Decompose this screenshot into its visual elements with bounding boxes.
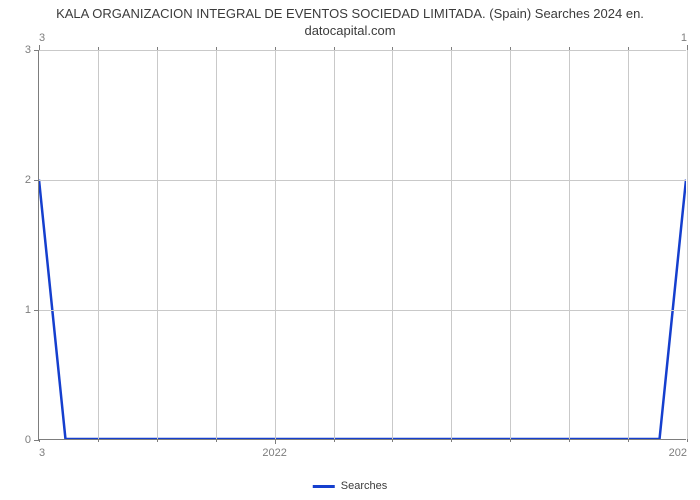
gridline-v <box>687 50 688 439</box>
x-minor-tick <box>216 439 217 442</box>
legend-label: Searches <box>341 480 387 492</box>
x2-minor-tick <box>569 47 570 50</box>
x2-minor-tick <box>157 47 158 50</box>
x2-tick-label: 1 <box>681 32 687 50</box>
gridline-v <box>216 50 217 439</box>
x2-minor-tick <box>275 47 276 50</box>
chart-title: KALA ORGANIZACION INTEGRAL DE EVENTOS SO… <box>0 6 700 40</box>
gridline-v <box>451 50 452 439</box>
legend-swatch <box>313 485 335 488</box>
x2-tick-label: 3 <box>39 32 45 50</box>
gridline-v <box>569 50 570 439</box>
gridline-v <box>98 50 99 439</box>
x-minor-tick <box>334 439 335 442</box>
line-series-svg <box>39 50 686 439</box>
x-minor-tick <box>510 439 511 442</box>
gridline-v <box>392 50 393 439</box>
x-minor-tick <box>687 439 688 442</box>
x2-minor-tick <box>628 47 629 50</box>
x-minor-tick <box>39 439 40 442</box>
x-minor-tick <box>392 439 393 442</box>
y-tick-mark <box>34 50 39 51</box>
gridline-v <box>334 50 335 439</box>
chart-container: { "chart": { "type": "line", "title": "K… <box>0 0 700 500</box>
x-minor-tick <box>98 439 99 442</box>
x2-minor-tick <box>216 47 217 50</box>
gridline-v <box>275 50 276 439</box>
gridline-h <box>39 180 686 181</box>
gridline-v <box>157 50 158 439</box>
gridline-h <box>39 310 686 311</box>
x2-minor-tick <box>451 47 452 50</box>
x2-minor-tick <box>98 47 99 50</box>
gridline-h <box>39 50 686 51</box>
x-edge-label: 3 <box>39 439 45 459</box>
legend: Searches <box>313 480 387 492</box>
x-tick-label: 2022 <box>262 439 286 459</box>
x2-minor-tick <box>334 47 335 50</box>
x-minor-tick <box>157 439 158 442</box>
x-edge-label: 202 <box>669 439 687 459</box>
x-minor-tick <box>569 439 570 442</box>
x2-minor-tick <box>510 47 511 50</box>
y-tick-mark <box>34 180 39 181</box>
x2-minor-tick <box>392 47 393 50</box>
gridline-v <box>628 50 629 439</box>
y-tick-mark <box>34 310 39 311</box>
plot-area: 01232022320231 <box>38 50 686 440</box>
x2-tick-mark <box>687 45 688 50</box>
x-minor-tick <box>451 439 452 442</box>
gridline-v <box>510 50 511 439</box>
x-minor-tick <box>628 439 629 442</box>
